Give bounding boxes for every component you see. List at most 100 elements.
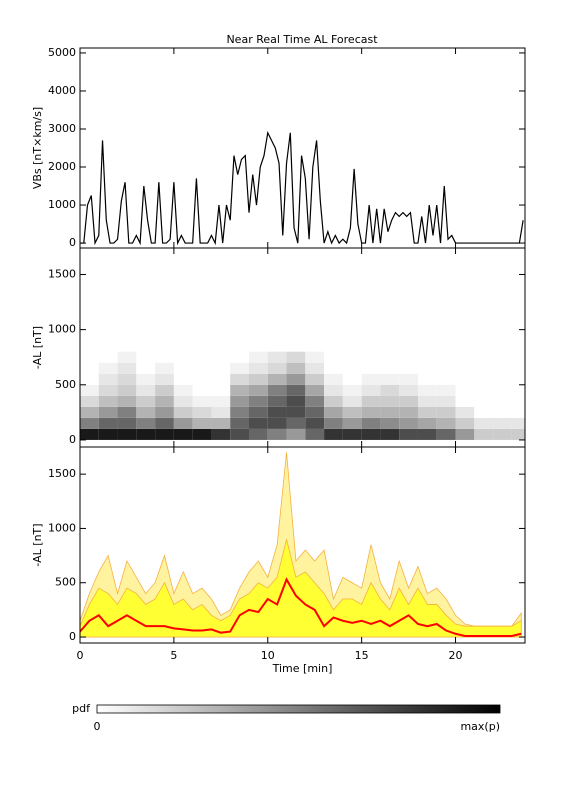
heat-cell bbox=[192, 362, 212, 374]
heat-cell bbox=[211, 406, 231, 418]
heat-cell bbox=[436, 395, 456, 407]
y-tick-label: 2000 bbox=[48, 160, 76, 173]
heat-cell bbox=[305, 351, 325, 363]
heat-cell bbox=[136, 351, 156, 363]
heat-cell bbox=[380, 417, 400, 429]
heat-cell bbox=[399, 428, 418, 440]
heat-cell bbox=[324, 395, 343, 407]
heat-cell bbox=[267, 351, 287, 363]
heat-cell bbox=[342, 417, 362, 429]
heat-cell bbox=[155, 362, 174, 374]
heat-cell bbox=[136, 362, 156, 374]
heat-cell bbox=[248, 417, 268, 429]
heat-cell bbox=[305, 428, 325, 440]
colorbar-tick-label: max(p) bbox=[460, 720, 500, 733]
heat-cell bbox=[511, 395, 525, 407]
heat-cell bbox=[267, 384, 287, 396]
heat-cell bbox=[417, 384, 437, 396]
plot-area bbox=[80, 130, 524, 246]
colorbar bbox=[96, 704, 501, 714]
heat-cell bbox=[399, 362, 418, 374]
y-tick-label: 1500 bbox=[48, 267, 76, 280]
heat-cell bbox=[211, 428, 231, 440]
heat-cell bbox=[155, 373, 174, 385]
heat-cell bbox=[230, 351, 249, 363]
heat-cell bbox=[436, 417, 456, 429]
heat-cell bbox=[267, 428, 287, 440]
heat-cell bbox=[136, 406, 156, 418]
heat-cell bbox=[230, 428, 249, 440]
heat-cell bbox=[511, 406, 525, 418]
heat-cell bbox=[192, 373, 212, 385]
heat-cell bbox=[342, 373, 362, 385]
chart-title: Near Real Time AL Forecast bbox=[226, 33, 378, 46]
y-tick-label: 0 bbox=[69, 433, 76, 446]
heat-cell bbox=[474, 384, 494, 396]
heat-cell bbox=[286, 362, 306, 374]
heat-cell bbox=[493, 351, 512, 363]
heat-cell bbox=[493, 395, 512, 407]
heat-cell bbox=[286, 417, 306, 429]
heat-cell bbox=[436, 351, 456, 363]
heat-cell bbox=[98, 417, 118, 429]
heat-cell bbox=[136, 384, 156, 396]
heat-cell bbox=[342, 384, 362, 396]
heat-cell bbox=[80, 417, 99, 429]
heat-cell bbox=[173, 362, 193, 374]
data-line bbox=[80, 577, 522, 637]
heat-cell bbox=[380, 384, 400, 396]
x-tick-label: 10 bbox=[261, 649, 275, 662]
heat-cell bbox=[155, 395, 174, 407]
heat-cell bbox=[455, 395, 475, 407]
heat-cell bbox=[305, 373, 325, 385]
heat-cell bbox=[117, 384, 137, 396]
heat-cell bbox=[342, 351, 362, 363]
heat-cell bbox=[173, 373, 193, 385]
heat-cell bbox=[455, 428, 475, 440]
heat-cell bbox=[474, 395, 494, 407]
heat-cell bbox=[417, 395, 437, 407]
y-tick-label: 500 bbox=[55, 576, 76, 589]
heat-cell bbox=[192, 406, 212, 418]
heat-cell bbox=[493, 362, 512, 374]
plot-area bbox=[80, 452, 522, 638]
heat-cell bbox=[305, 384, 325, 396]
heat-cell bbox=[493, 373, 512, 385]
heat-cell bbox=[399, 417, 418, 429]
heat-cell bbox=[173, 351, 193, 363]
heat-cell bbox=[417, 351, 437, 363]
heat-cell bbox=[361, 373, 381, 385]
heat-cell bbox=[248, 351, 268, 363]
axes-frame bbox=[79, 446, 526, 644]
heat-cell bbox=[399, 351, 418, 363]
heat-cell bbox=[474, 373, 494, 385]
y-tick-label: 500 bbox=[55, 378, 76, 391]
y-tick-label: 4000 bbox=[48, 84, 76, 97]
heat-cell bbox=[230, 384, 249, 396]
x-axis-label: Time [min] bbox=[272, 662, 333, 675]
heat-cell bbox=[361, 384, 381, 396]
heat-cell bbox=[117, 428, 137, 440]
heat-cell bbox=[211, 417, 231, 429]
heat-cell bbox=[80, 373, 99, 385]
heat-cell bbox=[80, 362, 99, 374]
heat-cell bbox=[455, 417, 475, 429]
plot-area bbox=[80, 351, 525, 440]
heat-cell bbox=[248, 362, 268, 374]
heat-cell bbox=[80, 428, 99, 440]
heat-cell bbox=[474, 351, 494, 363]
heat-cell bbox=[305, 417, 325, 429]
heat-cell bbox=[380, 406, 400, 418]
heat-cell bbox=[267, 417, 287, 429]
heat-cell bbox=[286, 395, 306, 407]
heat-cell bbox=[173, 395, 193, 407]
y-tick-label: 5000 bbox=[48, 46, 76, 59]
heat-cell bbox=[155, 406, 174, 418]
heat-cell bbox=[417, 373, 437, 385]
heat-cell bbox=[399, 384, 418, 396]
heat-cell bbox=[493, 406, 512, 418]
heat-cell bbox=[417, 417, 437, 429]
heat-cell bbox=[455, 362, 475, 374]
heat-cell bbox=[436, 406, 456, 418]
